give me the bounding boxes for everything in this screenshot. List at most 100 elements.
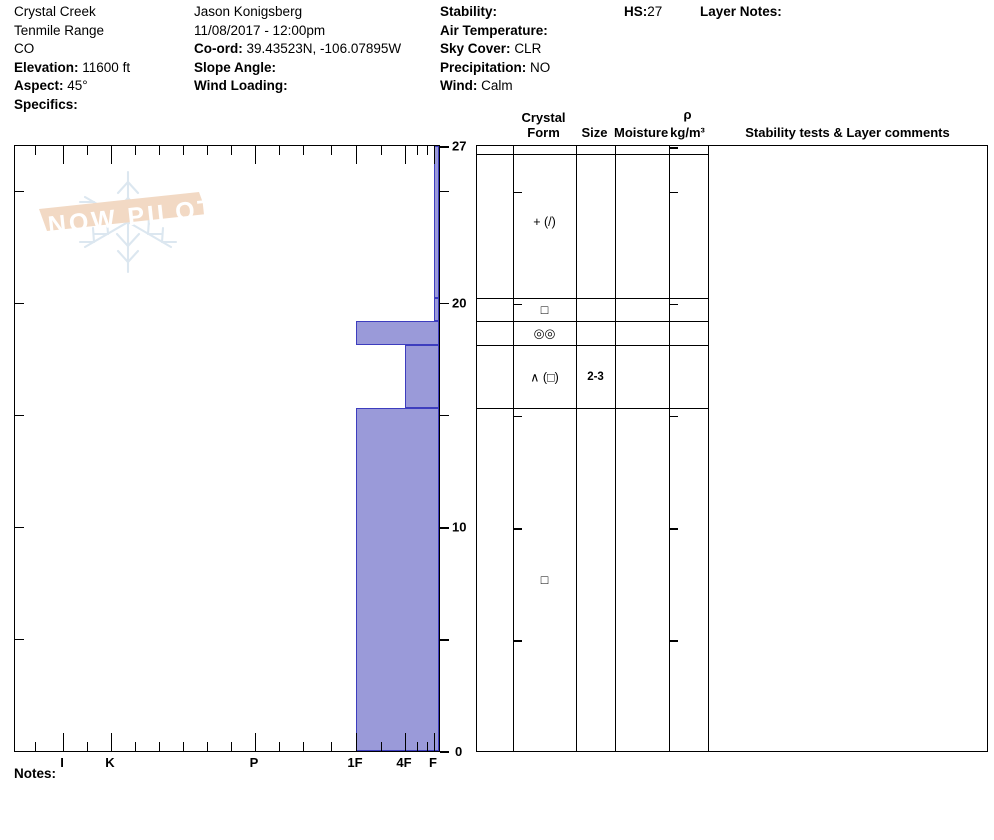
hardness-tick (159, 146, 161, 155)
wind-label: Wind: (440, 78, 478, 93)
hardness-tick (135, 742, 137, 751)
table-cell: □ (540, 572, 549, 587)
header-row-air-temperature: Air Temperature: (440, 22, 550, 41)
hardness-tick (231, 742, 233, 751)
column-title-crystal: Crystal (521, 110, 566, 125)
table-row-divider (477, 298, 708, 300)
depth-axis-label: 10 (452, 519, 467, 535)
table-cell: ◎◎ (533, 326, 556, 341)
header-row-slope-angle: Slope Angle: (194, 59, 401, 78)
table-column-divider (669, 146, 670, 751)
table-row-divider (477, 154, 708, 155)
depth-tick (440, 526, 449, 529)
header-column-layer-notes: Layer Notes: (700, 3, 782, 22)
layer-bar[interactable] (434, 298, 439, 321)
header-row-stability: Stability: (440, 3, 550, 22)
layer-bar[interactable] (356, 408, 439, 751)
depth-tick-left (15, 638, 24, 641)
svg-text:SNOW PILOT: SNOW PILOT (39, 194, 217, 242)
hardness-tick (35, 742, 37, 751)
hardness-tick (279, 146, 281, 155)
chart-plot-area: SNOW PILOT (15, 146, 439, 751)
hardness-tick (405, 733, 407, 751)
hardness-tick (207, 742, 209, 751)
stability-label: Stability: (440, 4, 498, 19)
layer-data-table[interactable]: + (/) □ ◎◎ ∧ (□) 2-3 □ (476, 145, 988, 752)
elevation-value: 11600 ft (82, 59, 131, 75)
hardness-tick (231, 146, 233, 155)
layer-notes-label: Layer Notes: (700, 4, 782, 19)
observation-datetime: 11/08/2017 - 12:00pm (194, 22, 326, 38)
hardness-tick (434, 146, 436, 164)
header-row-elevation: Elevation: 11600 ft (14, 59, 130, 78)
depth-tick-left (15, 190, 24, 193)
table-column-divider (513, 146, 514, 751)
range-name: Tenmile Range (14, 22, 105, 38)
depth-tick (440, 146, 449, 148)
layer-bar[interactable] (405, 345, 439, 409)
hs-label: HS: (624, 4, 648, 19)
header-row-observer: Jason Konigsberg (194, 3, 401, 22)
hardness-tick (303, 742, 305, 751)
hardness-tick (183, 146, 185, 155)
hardness-label-k: K (105, 755, 115, 770)
header-row-layer-notes: Layer Notes: (700, 3, 782, 22)
aspect-value: 45° (67, 78, 88, 93)
hardness-tick (183, 742, 185, 751)
profile-header: Crystal Creek Tenmile Range CO Elevation… (0, 0, 994, 115)
density-axis-tick (669, 303, 678, 306)
table-column-divider (615, 146, 616, 751)
wind-loading-label: Wind Loading: (194, 78, 288, 93)
specifics-label: Specifics: (14, 96, 78, 112)
aspect-label: Aspect: (14, 78, 64, 93)
sky-cover-label: Sky Cover: (440, 41, 511, 56)
hardness-tick (159, 742, 161, 751)
hardness-tick (356, 733, 358, 751)
depth-tick (440, 638, 449, 641)
layer-bar[interactable] (356, 320, 439, 346)
depth-tick-left (15, 526, 24, 529)
depth-axis-label: 27 (452, 138, 467, 154)
hardness-tick (303, 146, 305, 155)
layer-bar[interactable] (434, 146, 439, 299)
hardness-tick (207, 146, 209, 155)
hardness-tick (405, 146, 407, 164)
column-title-form: Form (527, 125, 560, 140)
header-row-aspect: Aspect: 45° (14, 77, 130, 96)
column-title-size: Size (581, 125, 608, 140)
table-column-divider (576, 146, 577, 751)
header-column-conditions: Stability: Air Temperature: Sky Cover: C… (440, 3, 550, 96)
wind-value: Calm (481, 78, 513, 93)
snow-profile-chart[interactable]: SNOW PILOT (14, 145, 440, 752)
density-axis-tick (669, 147, 678, 149)
header-row-site: Crystal Creek (14, 3, 130, 22)
elevation-label: Elevation: (14, 59, 79, 75)
hardness-tick (331, 146, 333, 155)
hardness-tick (87, 146, 89, 155)
table-row-divider (477, 345, 708, 347)
density-axis-tick (669, 639, 678, 642)
hardness-tick (331, 742, 333, 751)
hardness-tick (35, 146, 37, 155)
hardness-label-f: F (429, 755, 437, 770)
header-column-observer: Jason Konigsberg 11/08/2017 - 12:00pm Co… (194, 3, 401, 96)
depth-tick-left (15, 414, 24, 417)
state-name: CO (14, 41, 35, 56)
hardness-tick (434, 733, 436, 751)
column-title-moisture: Moisture (614, 125, 669, 140)
snowpilot-watermark-logo: SNOW PILOT (39, 170, 217, 274)
column-title-stability-comments: Stability tests & Layer comments (745, 125, 950, 140)
slope-angle-label: Slope Angle: (194, 59, 277, 75)
table-row-divider (477, 408, 708, 410)
table-cell: □ (540, 302, 549, 317)
hardness-tick (111, 733, 113, 751)
sky-cover-value: CLR (514, 41, 542, 56)
coord-value: 39.43523N, -106.07895W (246, 41, 402, 56)
hardness-tick (381, 146, 383, 155)
header-row-state: CO (14, 40, 130, 59)
header-row-range: Tenmile Range (14, 22, 130, 41)
depth-tick (440, 302, 449, 305)
table-cell: ∧ (□) (530, 370, 559, 385)
depth-tick-left (15, 302, 24, 305)
form-column-tick (513, 415, 522, 418)
